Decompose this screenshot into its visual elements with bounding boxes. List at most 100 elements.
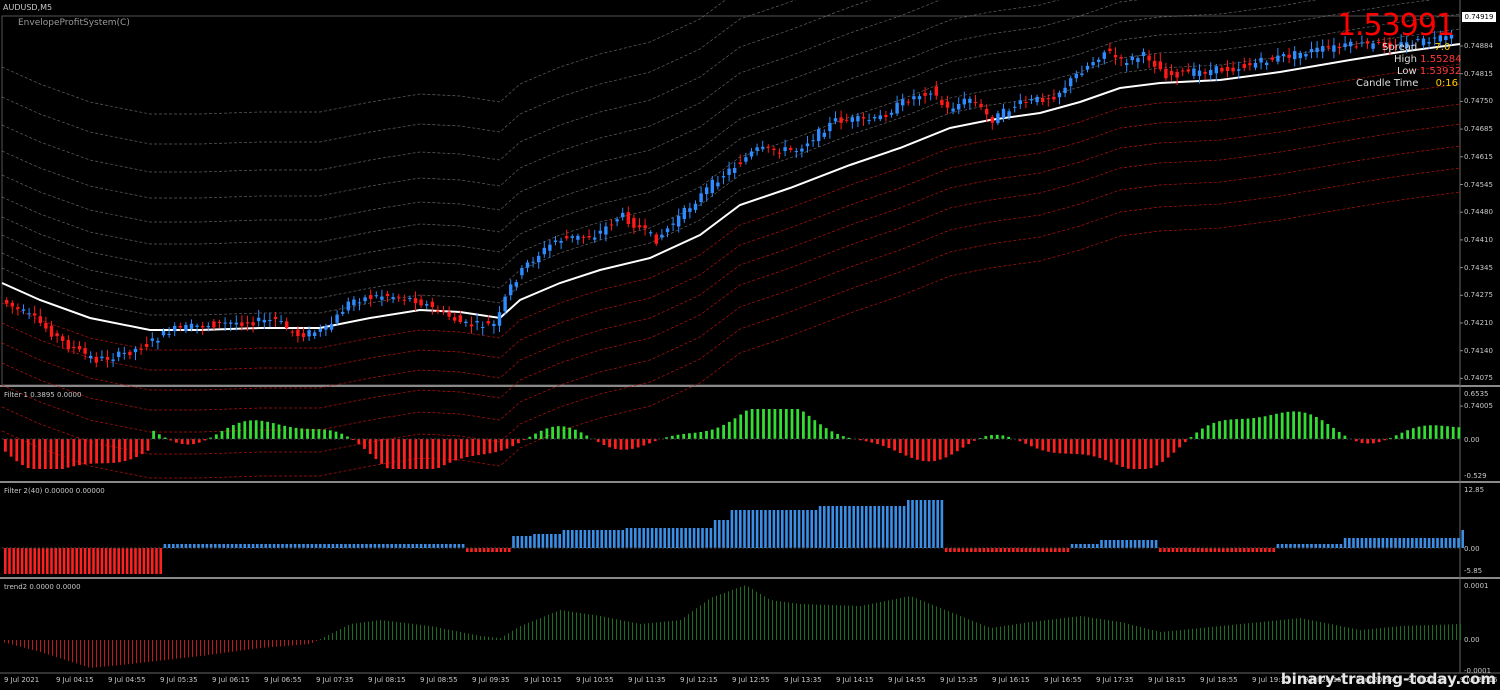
trend2-bar <box>1352 628 1353 640</box>
candle-body <box>985 108 989 115</box>
filter1-bar <box>556 426 560 439</box>
trend2-bar <box>1032 621 1033 640</box>
trend2-bar <box>212 640 213 655</box>
filter2-bar <box>130 548 133 574</box>
filter2-bar <box>109 548 112 574</box>
filter1-bar <box>1098 439 1102 459</box>
filter2-bar <box>596 530 599 548</box>
trend2-bar <box>1220 626 1221 640</box>
trend2-bar <box>876 602 877 640</box>
price-axis-label: 0.74685 <box>1464 125 1493 134</box>
filter2-bar <box>919 500 923 548</box>
time-axis-label: 9 Jul 2021 <box>4 676 40 684</box>
trend2-bar <box>1436 624 1437 640</box>
candle-body <box>1225 66 1230 72</box>
candle-body <box>33 313 37 316</box>
filter2-bar <box>1335 544 1338 548</box>
filter2-bar <box>936 500 939 548</box>
filter1-bar <box>21 439 24 466</box>
trend2-bar <box>292 640 293 646</box>
filter2-bar <box>461 544 465 548</box>
filter2-bar <box>1385 538 1389 548</box>
candle-body <box>565 236 569 239</box>
candle-body <box>234 322 238 325</box>
filter2-bar <box>466 548 469 552</box>
filter2-bar <box>83 548 87 574</box>
filter2-bar <box>1049 548 1053 552</box>
trend2-bar <box>408 623 409 640</box>
candle-body <box>744 157 748 162</box>
trend2-bar <box>1096 618 1097 640</box>
candle-time-row: Candle Time 0:16 <box>1356 78 1458 89</box>
filter1-bar <box>1292 411 1295 439</box>
candle-body <box>520 267 524 276</box>
trend2-bar <box>356 623 357 640</box>
filter1-bar <box>841 436 845 439</box>
trend2-bar <box>1456 624 1457 640</box>
filter2-bar <box>453 544 456 548</box>
filter2-bar <box>1075 544 1078 548</box>
trend2-bar <box>692 611 693 640</box>
trend2-bar <box>588 614 589 640</box>
candle-body <box>604 226 608 235</box>
filter1-bar <box>123 439 127 462</box>
filter1-bar <box>283 425 287 439</box>
spread-label: Spread <box>1382 42 1418 53</box>
candle-body <box>1253 62 1258 68</box>
trend2-bar <box>1104 619 1105 640</box>
filter1-bar <box>1240 418 1244 439</box>
filter1-bar <box>157 434 161 439</box>
filter2-bar <box>172 544 175 548</box>
filter2-bar <box>377 544 381 548</box>
filter1-bar <box>471 439 475 456</box>
trend2-bar <box>1348 627 1349 640</box>
filter2-bar <box>1289 544 1292 548</box>
candle-body <box>380 296 384 300</box>
filter2-bar <box>604 530 608 548</box>
trend2-bar <box>628 621 629 640</box>
trend2-bar <box>20 640 21 647</box>
filter1-bar <box>317 429 321 439</box>
filter2-bar <box>1440 538 1443 548</box>
candle-time-label: Candle Time <box>1356 78 1419 89</box>
candle-body <box>419 299 423 306</box>
filter1-bar <box>1126 439 1130 469</box>
candle-body <box>61 336 65 341</box>
current-price-tag: 0.74919 <box>1462 12 1496 22</box>
trend2-bar <box>928 603 929 640</box>
trend2-bar <box>128 640 129 665</box>
filter2-bar <box>587 530 591 548</box>
trend2-bar <box>1208 627 1209 640</box>
filter1-bar <box>1030 439 1033 447</box>
filter1-bar <box>1018 439 1022 442</box>
candle-body <box>749 151 754 157</box>
trend2-bar <box>1020 623 1021 640</box>
filter1-bar <box>1149 439 1153 469</box>
candle-body <box>772 148 776 151</box>
trend2-bar <box>392 621 393 640</box>
filter1-bar <box>1138 439 1142 469</box>
trend2-bar <box>484 636 485 640</box>
filter2-bar <box>415 544 419 548</box>
candle-body <box>822 132 826 137</box>
trend2-bar <box>884 601 885 640</box>
trend2-bar <box>796 603 797 640</box>
filter2-bar <box>394 544 398 548</box>
trend2-bar <box>184 640 185 658</box>
filter2-bar <box>1003 548 1007 552</box>
trend2-bar <box>1244 623 1245 640</box>
price-axis-label: 0.74884 <box>1464 42 1493 50</box>
filter2-bar <box>1037 548 1040 552</box>
candle-body <box>817 129 821 142</box>
candle-body <box>677 215 681 227</box>
trend2-bar <box>732 589 733 640</box>
low-row: Low 1.53932 <box>1397 66 1461 77</box>
filter2-bar <box>16 548 20 574</box>
filter1-bar <box>784 409 788 439</box>
filter1-bar <box>100 439 104 464</box>
candle-body <box>341 311 345 314</box>
filter2-bar <box>1457 538 1460 548</box>
candle-body <box>77 345 82 350</box>
filter2-bar <box>1310 544 1313 548</box>
filter1-bar <box>1041 439 1045 451</box>
